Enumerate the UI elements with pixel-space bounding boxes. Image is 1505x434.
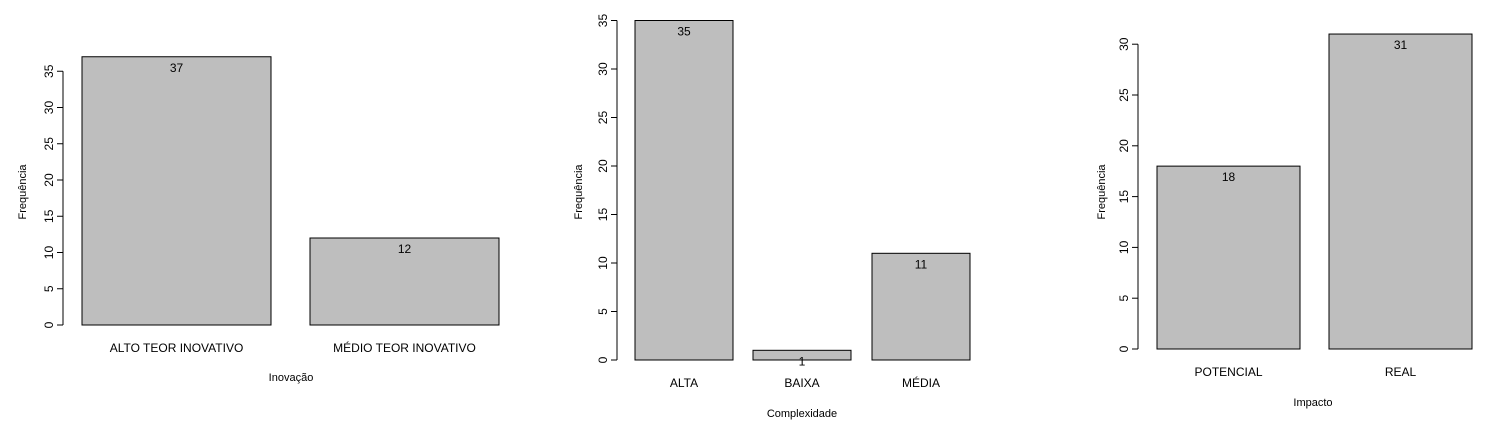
data-label: 31 [1394, 38, 1408, 52]
y-tick-label: 15 [42, 209, 56, 223]
category-label: BAIXA [784, 376, 819, 390]
data-label: 37 [170, 61, 184, 75]
x-axis-title: Complexidade [767, 408, 837, 420]
y-tick-label: 10 [42, 246, 56, 260]
data-label: 12 [398, 242, 412, 256]
y-tick-label: 5 [1117, 295, 1131, 302]
y-axis-title: Frequência [573, 164, 585, 220]
y-tick-label: 5 [42, 285, 56, 292]
bar-1 [634, 20, 734, 361]
chart-panel-1: 0 5 10 15 20 25 30 35 37 ALTO TEOR INOVATIVO 12 MÉD… [17, 56, 500, 384]
x-axis-title: Impacto [1293, 397, 1332, 409]
category-label: MÉDIA [902, 375, 940, 390]
y-tick-label: 20 [42, 173, 56, 187]
y-axis-title: Frequência [17, 164, 29, 220]
y-tick-label: 30 [42, 101, 56, 115]
y-tick-label: 10 [1117, 240, 1131, 254]
y-tick-label: 20 [596, 159, 610, 173]
y-tick-label: 35 [596, 14, 610, 28]
chart-panel-3: 0 5 10 15 20 25 30 18 POTENCIAL 31 REAL Impacto Freq… [1096, 33, 1473, 409]
y-tick-label: 35 [42, 64, 56, 78]
category-label: REAL [1385, 365, 1417, 379]
data-label: 18 [1222, 170, 1236, 184]
y-tick-label: 25 [1117, 88, 1131, 102]
y-tick-label: 30 [596, 62, 610, 76]
y-tick-label: 20 [1117, 139, 1131, 153]
chart-panel-2: 0 5 10 15 20 25 30 35 35 ALTA 1 BAIXA 11 MÉDIA Complex… [573, 14, 971, 420]
y-tick-label: 0 [42, 321, 56, 328]
bar-1 [1156, 165, 1301, 350]
y-tick-label: 15 [596, 208, 610, 222]
y-tick-label: 0 [1117, 345, 1131, 352]
y-tick-label: 5 [596, 308, 610, 315]
y-tick-label: 0 [596, 356, 610, 363]
data-label: 1 [799, 354, 806, 368]
data-label: 11 [915, 257, 928, 271]
y-axis-title: Frequência [1096, 164, 1108, 220]
category-label: ALTA [670, 376, 698, 390]
y-tick-label: 25 [596, 111, 610, 125]
category-label: ALTO TEOR INOVATIVO [110, 341, 244, 355]
bar-1 [81, 56, 272, 326]
y-tick-label: 15 [1117, 190, 1131, 204]
category-label: POTENCIAL [1194, 365, 1262, 379]
x-axis-title: Inovação [269, 372, 314, 384]
bar-2 [752, 349, 852, 361]
y-tick-label: 10 [596, 256, 610, 270]
y-tick-label: 25 [42, 137, 56, 151]
data-label: 35 [677, 25, 691, 39]
bar-2 [309, 237, 500, 326]
category-label: MÉDIO TEOR INOVATIVO [333, 340, 476, 355]
bar-2 [1328, 33, 1473, 350]
bar-3 [871, 252, 971, 361]
y-tick-label: 30 [1117, 37, 1131, 51]
